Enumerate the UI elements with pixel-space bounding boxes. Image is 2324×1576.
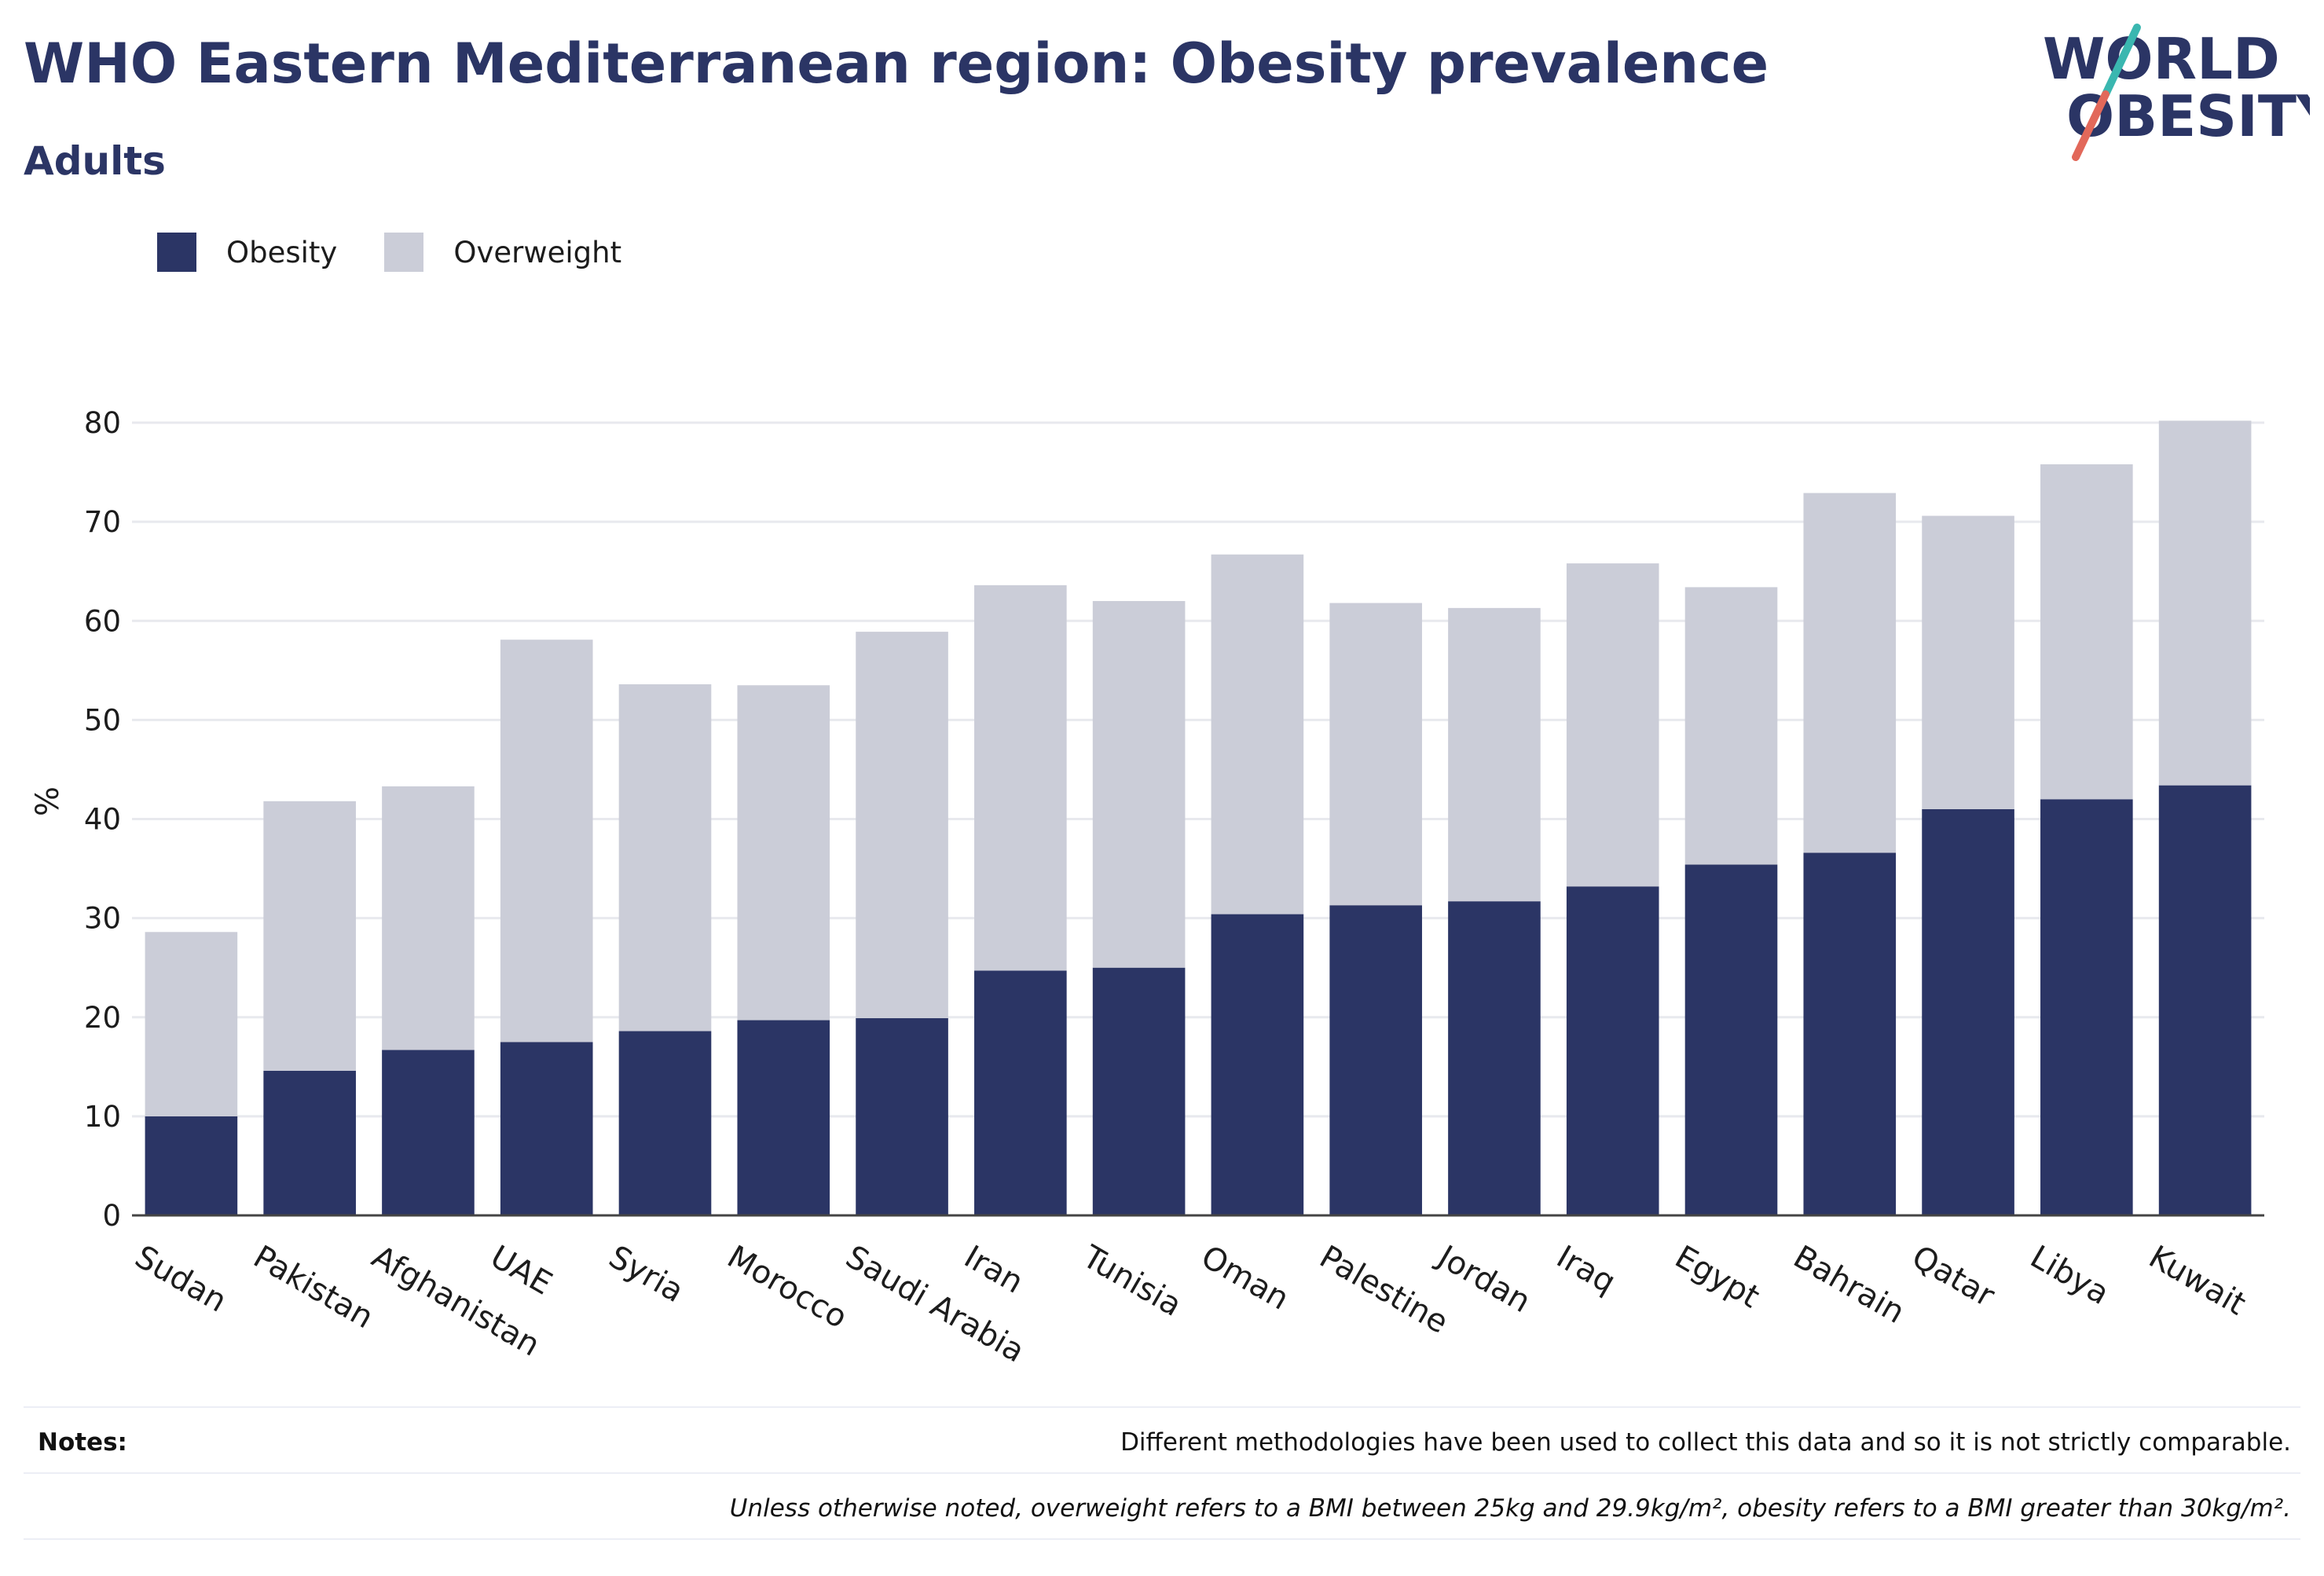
bar-overweight[interactable] xyxy=(1092,601,1186,968)
bar-overweight[interactable] xyxy=(1922,515,2014,809)
notes-divider-top xyxy=(24,1406,2300,1408)
bar-obesity[interactable] xyxy=(1566,886,1659,1215)
y-tick-label: 10 xyxy=(84,1100,121,1134)
bar-obesity[interactable] xyxy=(1684,864,1778,1215)
y-axis-ticks: 0 10 20 30 40 50 60 70 80 xyxy=(84,406,121,1233)
legend-item-obesity[interactable]: Obesity xyxy=(157,233,337,272)
notes-text: Different methodologies have been used t… xyxy=(1120,1428,2291,1457)
bar-obesity[interactable] xyxy=(856,1018,948,1215)
logo-slash-teal xyxy=(2102,24,2141,98)
bar-overweight[interactable] xyxy=(2040,464,2133,800)
y-tick-label: 80 xyxy=(84,406,121,440)
x-tick-label: Oman xyxy=(1195,1239,1295,1318)
x-tick-label: Qatar xyxy=(1906,1239,2001,1314)
bar-overweight[interactable] xyxy=(1448,607,1541,902)
page-subtitle: Adults xyxy=(24,138,166,184)
logo-line-1: WORLD xyxy=(2043,26,2280,92)
bar-overweight[interactable] xyxy=(1329,603,1422,906)
legend-swatch-overweight xyxy=(384,233,424,272)
y-axis-label: % xyxy=(30,786,66,816)
bar-overweight[interactable] xyxy=(500,640,593,1043)
x-tick-label: Kuwait xyxy=(2143,1239,2252,1323)
y-tick-label: 30 xyxy=(84,902,121,936)
legend-item-overweight[interactable]: Overweight xyxy=(384,233,621,272)
bar-overweight[interactable] xyxy=(856,632,948,1019)
logo-slash-coral xyxy=(2072,90,2110,161)
bar-obesity[interactable] xyxy=(974,970,1067,1215)
bar-obesity[interactable] xyxy=(1329,905,1422,1215)
x-tick-label: Pakistan xyxy=(247,1239,379,1336)
bar-overweight[interactable] xyxy=(145,932,238,1116)
legend-swatch-obesity xyxy=(157,233,196,272)
notes-definition: Unless otherwise noted, overweight refer… xyxy=(729,1494,2291,1523)
x-tick-label: Tunisia xyxy=(1076,1238,1187,1324)
x-tick-label: Palestine xyxy=(1314,1239,1454,1341)
bar-overweight[interactable] xyxy=(2158,420,2252,786)
y-tick-label: 40 xyxy=(84,803,121,837)
y-tick-label: 50 xyxy=(84,703,121,737)
bar-obesity[interactable] xyxy=(2158,785,2252,1215)
y-tick-label: 60 xyxy=(84,604,121,638)
y-tick-label: 20 xyxy=(84,1001,121,1035)
chart-gridlines xyxy=(132,421,2264,1118)
bar-obesity[interactable] xyxy=(145,1116,238,1215)
bar-obesity[interactable] xyxy=(263,1070,356,1215)
y-tick-label: 0 xyxy=(102,1199,121,1233)
x-tick-label: Morocco xyxy=(721,1239,853,1336)
bar-obesity[interactable] xyxy=(737,1020,830,1215)
bar-obesity[interactable] xyxy=(1092,967,1186,1215)
bar-overweight[interactable] xyxy=(382,786,475,1050)
bar-obesity[interactable] xyxy=(1922,808,2014,1215)
chart-bars xyxy=(145,420,2252,1215)
bar-obesity[interactable] xyxy=(1211,914,1304,1215)
x-tick-label: Bahrain xyxy=(1787,1239,1911,1331)
chart-legend: Obesity Overweight xyxy=(157,233,669,272)
legend-label-obesity: Obesity xyxy=(226,235,338,269)
bar-obesity[interactable] xyxy=(2040,799,2133,1215)
bar-overweight[interactable] xyxy=(737,685,830,1021)
world-obesity-logo: WORLD OBESITY xyxy=(2043,24,2310,161)
y-tick-label: 70 xyxy=(84,505,121,539)
bar-overweight[interactable] xyxy=(1803,493,1897,853)
bar-overweight[interactable] xyxy=(974,585,1067,971)
notes-divider-bottom xyxy=(24,1538,2300,1540)
x-tick-label: Sudan xyxy=(129,1239,233,1320)
bar-overweight[interactable] xyxy=(1566,563,1659,887)
bar-overweight[interactable] xyxy=(618,684,712,1032)
notes-divider-middle xyxy=(24,1472,2300,1474)
x-tick-label: Iraq xyxy=(1550,1239,1622,1301)
x-tick-label: Egypt xyxy=(1669,1239,1765,1316)
bar-overweight[interactable] xyxy=(1211,554,1304,914)
bar-overweight[interactable] xyxy=(1684,587,1778,865)
bar-obesity[interactable] xyxy=(1448,901,1541,1215)
bar-obesity[interactable] xyxy=(618,1031,712,1215)
bar-obesity[interactable] xyxy=(382,1050,475,1215)
x-tick-label: Libya xyxy=(2024,1239,2115,1312)
page-title: WHO Eastern Mediterranean region: Obesit… xyxy=(24,31,1769,96)
bar-obesity[interactable] xyxy=(500,1042,593,1215)
bar-overweight[interactable] xyxy=(263,801,356,1071)
legend-label-overweight: Overweight xyxy=(453,235,622,269)
notes-label: Notes: xyxy=(38,1428,127,1457)
x-tick-label: UAE xyxy=(484,1239,558,1303)
x-tick-label: Syria xyxy=(603,1239,690,1310)
x-tick-label: Iran xyxy=(958,1239,1029,1301)
bar-obesity[interactable] xyxy=(1803,852,1897,1215)
